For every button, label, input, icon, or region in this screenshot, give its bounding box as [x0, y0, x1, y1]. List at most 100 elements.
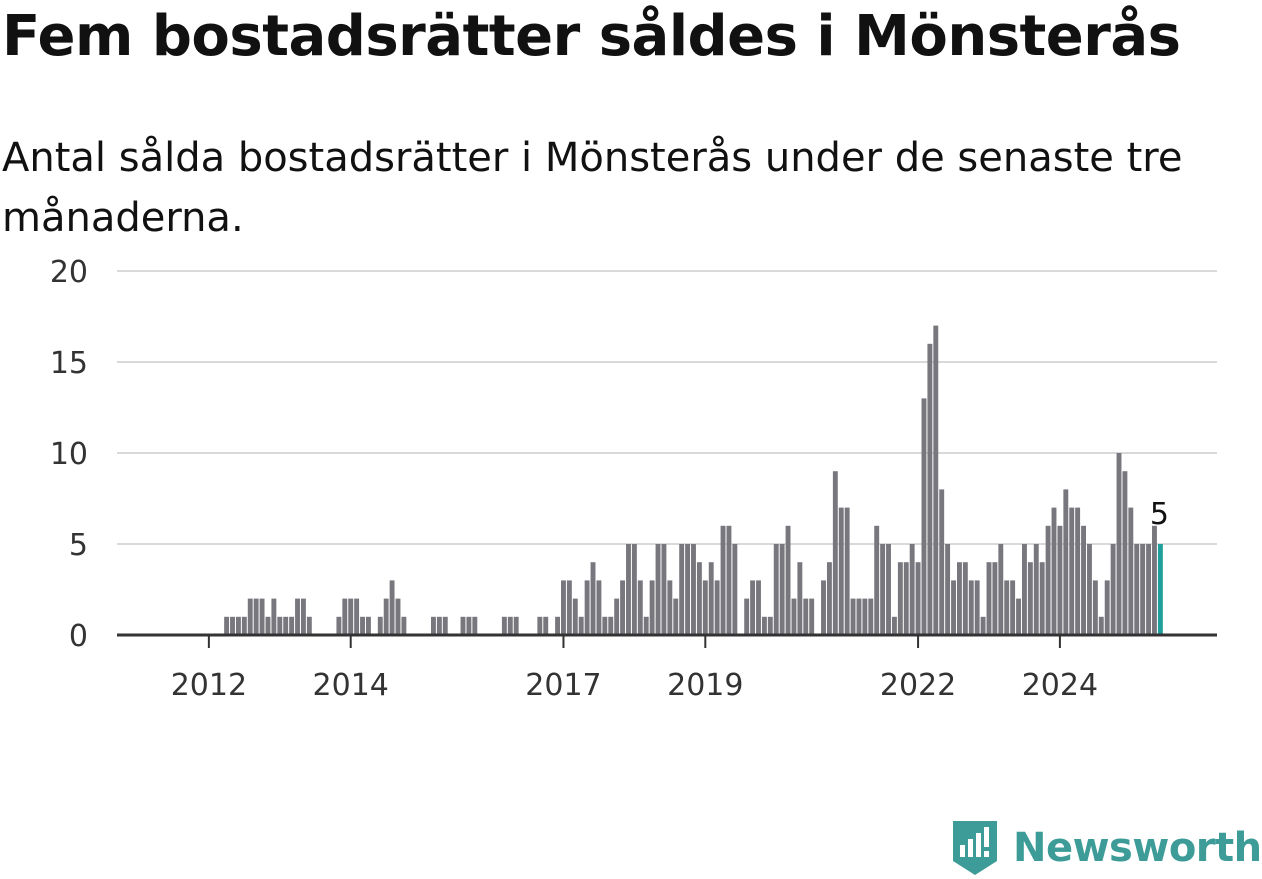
- bar: [1134, 544, 1140, 635]
- bar: [655, 544, 661, 635]
- bar: [590, 562, 596, 635]
- bar: [903, 562, 909, 635]
- bar: [501, 616, 507, 635]
- bar: [1110, 544, 1116, 635]
- bar: [767, 616, 773, 635]
- bar: [259, 598, 265, 635]
- bars: [224, 325, 1163, 635]
- bar: [691, 544, 696, 635]
- x-tick-label: 2024: [1022, 668, 1098, 703]
- bar: [661, 544, 667, 635]
- bar: [643, 616, 649, 635]
- bar: [247, 598, 253, 635]
- x-tick-label: 2014: [313, 668, 389, 703]
- bar: [826, 562, 832, 635]
- bar: [289, 616, 295, 635]
- bar: [395, 598, 401, 635]
- bar: [1081, 525, 1086, 635]
- x-tick-label: 2012: [171, 668, 247, 703]
- bar: [679, 544, 685, 635]
- bar: [986, 562, 992, 635]
- bar: [537, 616, 543, 635]
- newsworthy-logo-icon: [953, 821, 997, 875]
- y-tick-label: 15: [50, 346, 88, 381]
- bar: [466, 616, 472, 635]
- bar: [927, 343, 933, 635]
- y-tick-label: 5: [69, 528, 88, 563]
- bar: [649, 580, 655, 635]
- chart-title: Fem bostadsrätter såldes i Mönsterås: [2, 4, 1181, 69]
- bar: [974, 580, 980, 635]
- bar: [241, 616, 247, 635]
- bar: [880, 544, 886, 635]
- bar: [962, 562, 968, 635]
- bar: [1022, 544, 1027, 635]
- bar: [389, 580, 395, 635]
- bar: [832, 471, 838, 635]
- bar: [773, 544, 779, 635]
- bar: [956, 562, 962, 635]
- bar: [1087, 544, 1092, 635]
- bar: [726, 525, 732, 635]
- bar: [1146, 544, 1152, 635]
- bar: [436, 616, 442, 635]
- bar: [1051, 507, 1057, 635]
- bar: [271, 598, 277, 635]
- bar: [1016, 598, 1021, 635]
- bar: [1075, 507, 1081, 635]
- bar: [1092, 580, 1098, 635]
- bar: [1116, 453, 1122, 635]
- bar: [862, 598, 868, 635]
- bar: [295, 598, 300, 635]
- bar: [1140, 544, 1146, 635]
- bar: [300, 598, 306, 635]
- bar: [578, 616, 584, 635]
- bar: [714, 580, 720, 635]
- bar: [850, 598, 856, 635]
- bar: [744, 598, 750, 635]
- bar: [685, 544, 691, 635]
- bar: [980, 616, 986, 635]
- bar: [1122, 471, 1128, 635]
- gridlines: [117, 270, 1217, 545]
- highlight-value-label: 5: [1150, 497, 1169, 532]
- bar: [909, 544, 915, 635]
- y-tick-label: 20: [50, 255, 88, 290]
- bar: [253, 598, 259, 635]
- axes: [117, 633, 1217, 648]
- bar: [637, 580, 643, 635]
- bar: [915, 562, 921, 635]
- bar: [401, 616, 407, 635]
- bar: [235, 616, 241, 635]
- bar: [821, 580, 826, 635]
- x-tick-label: 2022: [880, 668, 956, 703]
- bar: [1039, 562, 1045, 635]
- bar: [283, 616, 289, 635]
- tick-labels: 0 5 10 15 20 2012 2014 2017 2019 2022 2024 5: [50, 255, 1169, 703]
- bar: [939, 489, 945, 635]
- bar: [720, 525, 726, 635]
- bar: [1033, 544, 1039, 635]
- y-tick-label: 0: [69, 619, 88, 654]
- bar: [1104, 580, 1110, 635]
- bar: [224, 616, 230, 635]
- bar: [383, 598, 389, 635]
- bar: [886, 544, 891, 635]
- bar: [348, 598, 354, 635]
- bar: [460, 616, 466, 635]
- bar: [702, 580, 708, 635]
- bar: [673, 598, 679, 635]
- bar-highlight: [1157, 544, 1163, 635]
- bar: [844, 507, 850, 635]
- bar: [1063, 489, 1069, 635]
- bar: [377, 616, 383, 635]
- bar: [891, 616, 897, 635]
- bar: [951, 580, 956, 635]
- brand-name: Newsworthy: [1013, 825, 1262, 871]
- bar: [761, 616, 767, 635]
- bar: [566, 580, 572, 635]
- bar: [602, 616, 608, 635]
- bar: [1128, 507, 1134, 635]
- bar: [968, 580, 974, 635]
- bar: [696, 562, 702, 635]
